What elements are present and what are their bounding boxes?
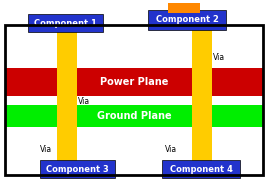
- Text: Via: Via: [165, 146, 177, 155]
- Bar: [5, 68, 263, 96]
- Text: Power Plane: Power Plane: [100, 77, 168, 87]
- Text: Via: Via: [40, 146, 52, 155]
- Bar: [57, 25, 77, 175]
- Text: Ground Plane: Ground Plane: [97, 111, 171, 121]
- Bar: [57, 25, 77, 175]
- Bar: [57, 25, 77, 175]
- Bar: [5, 25, 263, 175]
- Bar: [5, 105, 263, 127]
- Bar: [28, 14, 103, 32]
- Bar: [192, 25, 212, 175]
- Text: Via: Via: [78, 98, 90, 106]
- Bar: [168, 3, 200, 13]
- Bar: [192, 25, 212, 175]
- Bar: [192, 25, 212, 175]
- Bar: [5, 25, 263, 175]
- Text: Via: Via: [213, 54, 225, 62]
- Bar: [40, 160, 115, 178]
- Text: Component 3: Component 3: [46, 164, 109, 174]
- Text: Component 2: Component 2: [155, 15, 218, 24]
- Text: Component 1: Component 1: [34, 18, 97, 27]
- Text: Component 4: Component 4: [169, 164, 232, 174]
- Bar: [148, 10, 226, 30]
- Bar: [162, 160, 240, 178]
